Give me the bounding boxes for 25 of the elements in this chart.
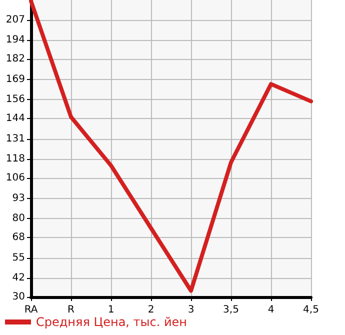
x-tick-label: 3,5 [223,304,239,316]
y-tick-label: 156 [6,94,25,106]
x-tick-label: 2 [148,304,154,316]
x-tick-label: 1 [108,304,114,316]
x-tick-label: R [68,304,75,316]
x-tick-label: 3 [188,304,194,316]
y-tick-label: 194 [6,34,25,46]
y-tick-label: 169 [6,74,25,85]
y-tick-label: 42 [12,272,25,284]
y-tick-label: 118 [6,154,25,165]
x-tick-label: 4 [268,304,274,316]
line-series [29,0,313,293]
y-tick-label: 55 [12,252,25,264]
x-tick-label: RA [24,304,38,316]
x-tick-label: 4,5 [303,304,319,316]
legend-label: Средняя Цена, тыс. йен [36,315,188,329]
y-tick-label: 182 [6,54,25,65]
y-tick-label: 131 [6,133,25,144]
y-tick-label: 144 [6,113,25,124]
y-tick-label: 30 [12,292,25,302]
y-tick-label: 207 [6,14,25,26]
y-tick-label: 93 [12,192,25,204]
y-tick-label: 68 [12,232,25,244]
y-tick-label: 80 [12,213,25,224]
y-tick-label: 106 [6,172,25,184]
